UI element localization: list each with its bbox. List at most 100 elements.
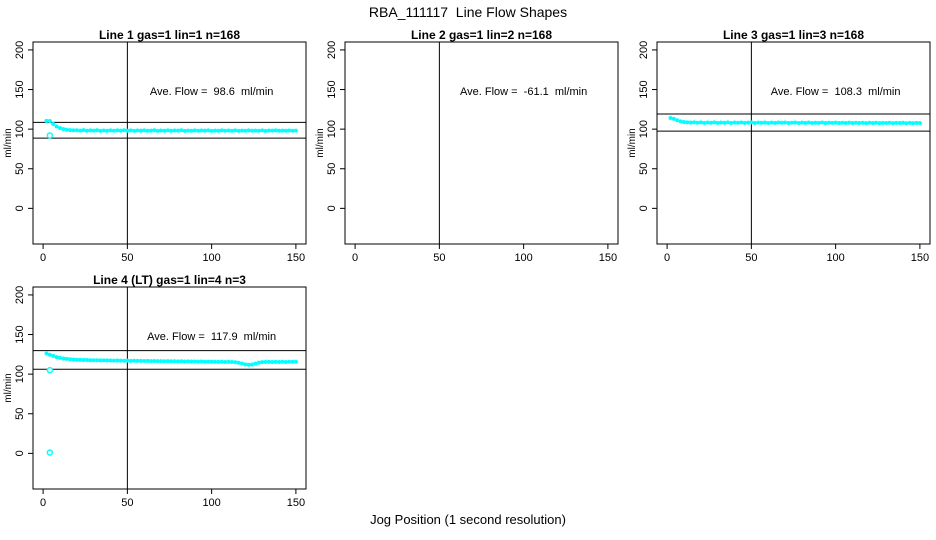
data-point (179, 359, 184, 364)
x-tick-label: 100 (202, 252, 220, 264)
data-point (715, 120, 720, 125)
data-point (246, 362, 251, 367)
data-point (223, 359, 228, 364)
data-point (159, 359, 164, 364)
data-point (206, 359, 211, 364)
data-point (192, 128, 197, 133)
data-point (192, 359, 197, 364)
data-point (199, 359, 204, 364)
data-point (74, 128, 79, 133)
y-tick-label: 100 (14, 365, 26, 383)
data-point (54, 355, 59, 360)
data-point (189, 128, 194, 133)
plot-title-line1: Line 1 gas=1 lin=1 n=168 (98, 28, 241, 42)
data-point (796, 120, 801, 125)
data-point (165, 128, 170, 133)
data-point (152, 128, 157, 133)
data-point (223, 128, 228, 133)
data-point (250, 362, 255, 367)
data-point (735, 120, 740, 125)
data-point (779, 120, 784, 125)
data-point (246, 128, 251, 133)
data-point (95, 358, 100, 363)
data-point (239, 361, 244, 366)
data-point (772, 120, 777, 125)
data-point (51, 353, 56, 358)
data-point (57, 125, 62, 130)
data-point (722, 120, 727, 125)
ave-flow-annotation: Ave. Flow = 108.3 ml/min (771, 86, 901, 98)
y-tick-label: 200 (14, 286, 26, 304)
data-point (172, 128, 177, 133)
data-point (111, 358, 116, 363)
data-point (101, 358, 106, 363)
data-point (702, 120, 707, 125)
data-point (71, 357, 76, 362)
data-point (132, 358, 137, 363)
data-point (165, 359, 170, 364)
data-point (283, 359, 288, 364)
plot-title-line3: Line 3 gas=1 lin=3 n=168 (722, 28, 865, 42)
data-point (671, 116, 676, 121)
data-point (685, 120, 690, 125)
data-point (877, 121, 882, 126)
y-tick-label: 0 (14, 205, 26, 211)
data-point (68, 357, 73, 362)
data-point (803, 120, 808, 125)
data-point (837, 121, 841, 126)
data-point (880, 120, 885, 125)
data-point (233, 360, 238, 365)
data-point (74, 357, 79, 362)
ave-flow-annotation: Ave. Flow = -61.1 ml/min (460, 86, 587, 98)
data-point (108, 358, 113, 363)
data-point (277, 359, 282, 364)
y-axis-label: ml/min (315, 128, 326, 157)
data-point (115, 358, 120, 363)
data-point (887, 120, 892, 125)
y-axis-label: ml/min (3, 373, 14, 402)
data-point (675, 118, 680, 123)
x-tick-label: 0 (664, 252, 670, 264)
data-point (142, 358, 147, 363)
data-point (253, 128, 258, 133)
data-point (749, 120, 754, 125)
data-point (277, 128, 282, 133)
data-point (206, 128, 211, 133)
data-point (830, 120, 835, 125)
data-point (874, 120, 879, 125)
x-tick-label: 150 (287, 252, 305, 264)
data-point (256, 360, 261, 365)
data-point (668, 116, 673, 121)
data-point (863, 121, 868, 126)
data-point (213, 128, 217, 133)
data-point (44, 351, 49, 356)
data-point (270, 360, 275, 365)
y-tick-label: 100 (14, 120, 26, 138)
data-point (91, 358, 96, 363)
data-point (175, 359, 180, 364)
data-point (789, 120, 794, 125)
data-point (884, 121, 889, 126)
data-point (233, 128, 238, 133)
y-axis-label: ml/min (3, 128, 14, 157)
data-point (692, 120, 697, 125)
data-point (799, 120, 804, 125)
x-tick-label: 100 (826, 252, 844, 264)
data-point (712, 120, 717, 125)
data-point (179, 128, 184, 133)
data-point (256, 128, 261, 133)
data-point (280, 128, 285, 133)
data-point (78, 128, 83, 133)
data-point (78, 357, 83, 362)
data-point (914, 120, 919, 125)
main-title: RBA_111117 Line Flow Shapes (368, 4, 568, 20)
y-tick-label: 50 (638, 163, 650, 175)
ave-flow-annotation: Ave. Flow = 117.9 ml/min (147, 331, 276, 343)
data-point (68, 128, 73, 133)
data-point (719, 120, 724, 125)
data-point (806, 120, 811, 125)
data-point (108, 128, 113, 133)
data-point (47, 119, 52, 124)
ave-flow-annotation: Ave. Flow = 98.6 ml/min (150, 86, 274, 98)
